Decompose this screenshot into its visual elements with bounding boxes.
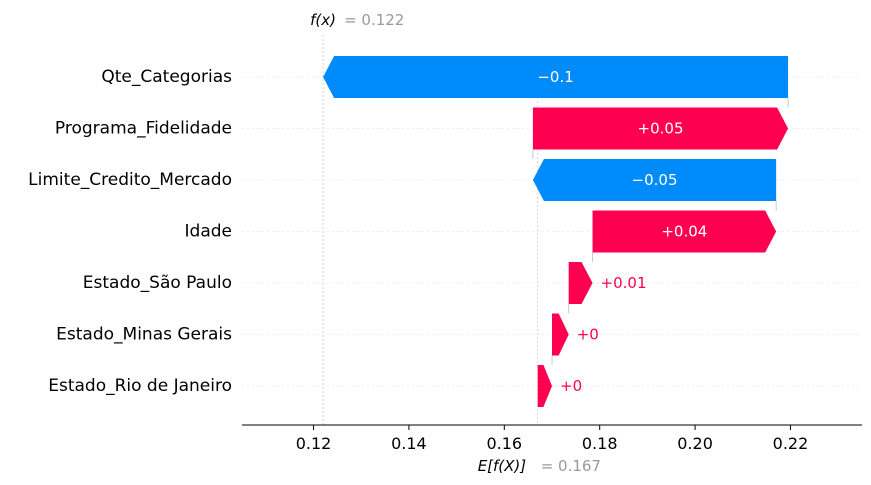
waterfall-bar (323, 56, 789, 98)
x-tick-label: 0.14 (391, 434, 427, 453)
output-value-annotation: f(x) = 0.122 (310, 11, 404, 29)
output-value-text: = 0.122 (344, 11, 404, 29)
base-value-label: E[f(X)] (478, 457, 527, 475)
waterfall-bar (532, 107, 789, 150)
x-tick-label: 0.20 (677, 434, 713, 453)
x-tick-label: 0.22 (773, 434, 809, 453)
waterfall-bar (532, 159, 777, 201)
feature-name-label: Qte_Categorias (101, 67, 232, 87)
waterfall-bar (568, 262, 593, 304)
base-value-text: = 0.167 (541, 457, 601, 475)
output-value-label: f(x) (310, 11, 336, 29)
waterfall-bar (537, 365, 552, 407)
feature-name-label: Estado_Rio de Janeiro (48, 376, 232, 396)
feature-name-label: Estado_Minas Gerais (56, 325, 232, 345)
bar-value-label: +0.01 (601, 274, 647, 292)
bar-value-label: +0.04 (661, 223, 707, 241)
base-value-annotation: E[f(X)] = 0.167 (478, 457, 601, 475)
feature-name-label: Idade (185, 222, 232, 242)
feature-name-label: Programa_Fidelidade (55, 119, 232, 139)
x-axis: 0.12 0.14 0.16 0.18 0.20 0.22 (242, 424, 862, 453)
feature-name-label: Limite_Credito_Mercado (28, 170, 232, 190)
waterfall-bar (552, 313, 569, 356)
x-tick-label: 0.18 (582, 434, 618, 453)
bar-value-label: +0.05 (638, 120, 684, 138)
feature-name-label: Estado_São Paulo (83, 273, 232, 293)
x-tick-label: 0.12 (296, 434, 332, 453)
bar-value-label: −0.1 (537, 68, 573, 86)
bar-layer: −0.1 +0.05 −0.05 +0.04 +0.01 +0 +0 (323, 56, 789, 407)
x-tick-label: 0.16 (486, 434, 522, 453)
bar-value-label: −0.05 (632, 171, 678, 189)
bar-value-label: +0 (577, 326, 599, 344)
feature-label-layer: Qte_Categorias Programa_Fidelidade Limite_… (28, 67, 232, 396)
bar-value-label: +0 (560, 377, 582, 395)
waterfall-bar (592, 210, 777, 253)
